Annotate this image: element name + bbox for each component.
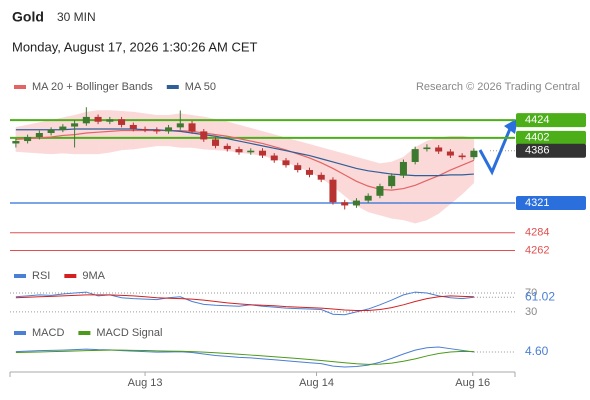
legend-label: MACD <box>32 327 64 339</box>
legend-swatch <box>14 331 26 335</box>
last-value-label: 4.60 <box>525 344 549 358</box>
candle-body <box>129 124 137 129</box>
symbol: Gold <box>12 9 44 25</box>
candle-body <box>141 128 149 130</box>
candle-body <box>282 160 290 166</box>
candle-body <box>94 116 102 122</box>
candle-body <box>317 174 325 180</box>
forecast-arrowhead <box>504 118 518 134</box>
legend-label: MACD Signal <box>96 327 162 339</box>
level-label: 4424 <box>525 114 549 126</box>
candle-body <box>24 137 32 142</box>
series-line <box>15 128 474 177</box>
candle-body <box>411 149 419 162</box>
candle-body <box>59 126 67 130</box>
series-line <box>15 346 474 368</box>
forecast-arrow <box>478 123 514 176</box>
level-label: 4321 <box>525 197 549 209</box>
candle-body <box>352 200 360 206</box>
series-line <box>15 349 474 365</box>
candle-body <box>329 179 337 203</box>
candle-body <box>165 127 173 132</box>
candle-body <box>153 129 161 132</box>
series-line <box>15 129 475 191</box>
candle-body <box>388 175 396 187</box>
candle-body <box>12 141 20 144</box>
candle-body <box>82 116 90 124</box>
legend-swatch <box>14 85 26 89</box>
candle-body <box>47 129 55 133</box>
candle-body <box>35 133 43 138</box>
legend-label: RSI <box>32 270 50 282</box>
y-tick-label: 30 <box>525 306 537 318</box>
series-line <box>15 294 474 311</box>
candle-body <box>376 186 384 196</box>
candle-body <box>223 145 231 150</box>
candle-body <box>446 151 454 156</box>
candle-body <box>399 161 407 176</box>
candle-body <box>118 119 126 125</box>
bollinger-band <box>450 135 463 205</box>
legend-label: MA 50 <box>185 81 216 93</box>
legend-label: MA 20 + Bollinger Bands <box>32 81 153 93</box>
candle-body <box>364 195 372 201</box>
candle-body <box>71 123 79 127</box>
y-tick-label: 70 <box>525 287 537 299</box>
interval: 30 MIN <box>57 10 96 24</box>
level-label: 4402 <box>525 132 549 144</box>
x-tick-label: Aug 14 <box>299 377 334 389</box>
legend-swatch <box>78 331 91 335</box>
candle-body <box>294 165 302 171</box>
candle-body <box>235 149 243 153</box>
level-label: 4284 <box>525 227 549 239</box>
candle-body <box>470 150 478 158</box>
candle-body <box>212 139 220 146</box>
level-tag <box>516 196 586 211</box>
candle-body <box>435 147 443 152</box>
candle-body <box>188 123 196 132</box>
last-value-label: 61.02 <box>525 289 555 303</box>
level-label: 4386 <box>525 145 549 157</box>
candle-body <box>176 123 184 128</box>
x-tick-label: Aug 13 <box>128 377 163 389</box>
candle-body <box>247 150 255 153</box>
series-line <box>15 291 474 316</box>
level-tag <box>516 143 586 158</box>
source: Research © 2026 Trading Central <box>416 81 580 93</box>
candle-body <box>305 170 313 175</box>
legend-swatch <box>166 85 179 89</box>
level-label: 4262 <box>525 244 549 256</box>
level-tag <box>516 113 586 128</box>
legend-swatch <box>14 274 26 278</box>
datetime: Monday, August 17, 2026 1:30:26 AM CET <box>12 39 258 54</box>
candle-body <box>258 150 267 156</box>
candle-body <box>423 147 431 150</box>
legend-swatch <box>64 274 77 278</box>
x-tick-label: Aug 16 <box>455 377 490 389</box>
candle-body <box>270 155 278 161</box>
candle-body <box>106 119 114 122</box>
legend-label: 9MA <box>82 270 105 282</box>
candle-body <box>458 155 466 158</box>
candle-body <box>200 131 208 140</box>
level-tag <box>516 130 586 145</box>
candle-body <box>341 202 349 206</box>
